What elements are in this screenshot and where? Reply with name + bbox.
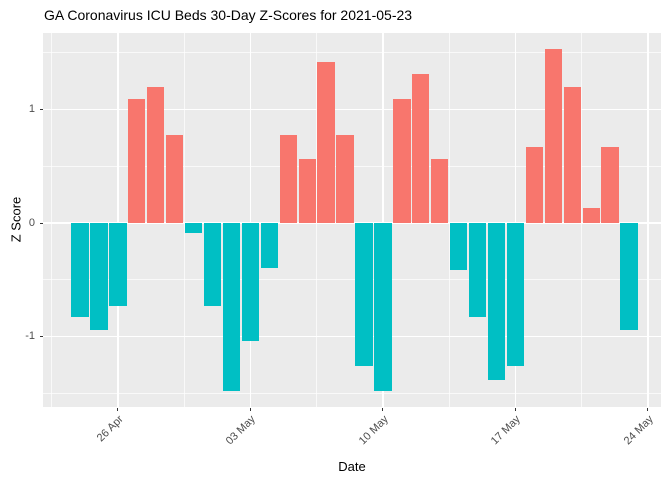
y-tick-mark — [39, 222, 43, 224]
gridline-x-minor — [316, 33, 318, 407]
x-axis-title: Date — [338, 459, 366, 474]
x-tick-mark — [117, 407, 119, 411]
x-tick-label: 10 May — [356, 413, 391, 448]
bar-02-may — [222, 223, 241, 392]
y-tick-label: 1 — [28, 102, 35, 115]
x-tick-mark — [249, 407, 251, 411]
bar-22-may — [601, 146, 619, 223]
x-tick-label: 24 May — [621, 413, 656, 448]
gridline-y-minor — [43, 393, 661, 395]
bar-16-may — [487, 223, 506, 380]
gridline-x-minor — [183, 33, 185, 407]
chart-title: GA Coronavirus ICU Beds 30-Day Z-Scores … — [44, 7, 413, 23]
gridline-x-major — [382, 33, 384, 407]
x-tick-label: 26 Apr — [94, 413, 126, 445]
bar-26-apr — [109, 223, 127, 306]
bar-24-apr — [71, 223, 89, 318]
bar-25-apr — [90, 223, 108, 330]
bar-14-may — [450, 223, 468, 270]
bar-03-may — [241, 223, 260, 342]
bar-15-may — [468, 223, 487, 318]
bar-27-apr — [128, 99, 146, 223]
gridline-y-minor — [43, 52, 661, 54]
gridline-y-major — [43, 336, 661, 338]
x-tick-mark — [514, 407, 516, 411]
bar-21-may — [582, 208, 600, 223]
gridline-x-major — [647, 33, 649, 407]
bar-08-may — [336, 135, 354, 223]
bar-17-may — [506, 223, 525, 367]
bar-23-may — [620, 223, 638, 330]
bar-05-may — [279, 135, 297, 223]
x-tick-label: 03 May — [224, 413, 259, 448]
x-tick-label: 17 May — [489, 413, 524, 448]
bar-28-apr — [147, 86, 165, 223]
gridline-x-minor — [51, 33, 53, 407]
bar-30-apr — [184, 223, 203, 234]
gridline-x-minor — [581, 33, 583, 407]
y-tick-label: -1 — [25, 330, 35, 343]
gridline-y-major — [43, 108, 661, 110]
chart-figure: GA Coronavirus ICU Beds 30-Day Z-Scores … — [9, 7, 661, 474]
x-tick-mark — [382, 407, 384, 411]
x-tick-mark — [647, 407, 649, 411]
bar-07-may — [317, 61, 335, 223]
bar-01-may — [203, 223, 222, 306]
bar-10-may — [374, 223, 392, 392]
plot-panel — [43, 33, 661, 407]
gridline-x-major — [117, 33, 119, 407]
bar-18-may — [525, 146, 544, 223]
bar-19-may — [544, 49, 562, 223]
bar-29-apr — [166, 135, 184, 223]
bar-13-may — [431, 159, 449, 223]
bar-09-may — [355, 223, 373, 367]
bar-20-may — [563, 86, 581, 223]
bar-06-may — [298, 159, 316, 223]
gridline-x-major — [249, 33, 252, 407]
gridline-y-minor — [43, 279, 661, 281]
y-tick-mark — [39, 336, 43, 338]
y-tick-label: 0 — [28, 216, 35, 229]
bar-12-may — [412, 74, 430, 223]
gridline-x-major — [514, 33, 517, 407]
bar-11-may — [393, 99, 411, 223]
gridline-x-minor — [448, 33, 450, 407]
gridline-y-major — [43, 222, 661, 224]
bar-04-may — [260, 223, 278, 269]
y-tick-mark — [39, 108, 43, 110]
